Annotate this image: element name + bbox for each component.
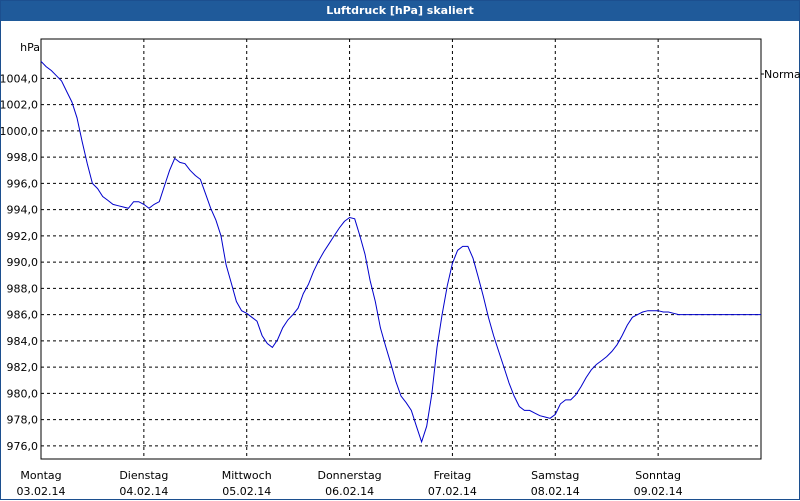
x-tick-day: Montag [20,469,61,482]
y-axis-label: hPa [20,41,40,54]
x-tick-day: Samstag [531,469,579,482]
y-tick-label: 978,0 [7,414,39,427]
x-tick-day: Dienstag [119,469,168,482]
y-tick-label: 992,0 [7,230,39,243]
x-tick-day: Sonntag [635,469,681,482]
x-tick-date: 05.02.14 [222,485,271,498]
y-tick-label: 996,0 [7,177,39,190]
y-tick-label: 1002,0 [1,99,38,112]
y-tick-label: 976,0 [7,440,39,453]
y-tick-label: 1004,0 [1,72,38,85]
plot-frame [40,38,762,460]
x-tick-date: 03.02.14 [17,485,66,498]
y-tick-label: 986,0 [7,309,39,322]
y-tick-label: 980,0 [7,387,39,400]
x-tick-date: 09.02.14 [634,485,683,498]
x-axis-ticks: Montag 03.02.14 Dienstag 04.02.14 Mittwoch 05… [17,469,683,498]
x-tick-day: Mittwoch [222,469,272,482]
y-tick-label: 998,0 [7,151,39,164]
legend-entry-normal: Normal [764,68,800,81]
y-axis-ticks: 1004,0 1002,0 1000,0 998,0 996,0 994,0 992,0 99… [1,72,38,453]
x-tick-day: Freitag [434,469,472,482]
x-tick-date: 07.02.14 [428,485,477,498]
y-tick-label: 988,0 [7,282,39,295]
x-tick-date: 06.02.14 [325,485,374,498]
y-tick-label: 1000,0 [1,125,38,138]
y-tick-label: 984,0 [7,335,39,348]
x-tick-date: 08.02.14 [531,485,580,498]
x-tick-day: Donnerstag [317,469,381,482]
y-tick-label: 982,0 [7,361,39,374]
legend: Normal [761,68,800,81]
y-tick-label: 994,0 [7,204,39,217]
grid [41,39,761,459]
y-tick-label: 990,0 [7,256,39,269]
series-line-normal [40,60,761,444]
x-tick-date: 04.02.14 [119,485,168,498]
window-title: Luftdruck [hPa] skaliert [1,1,799,21]
